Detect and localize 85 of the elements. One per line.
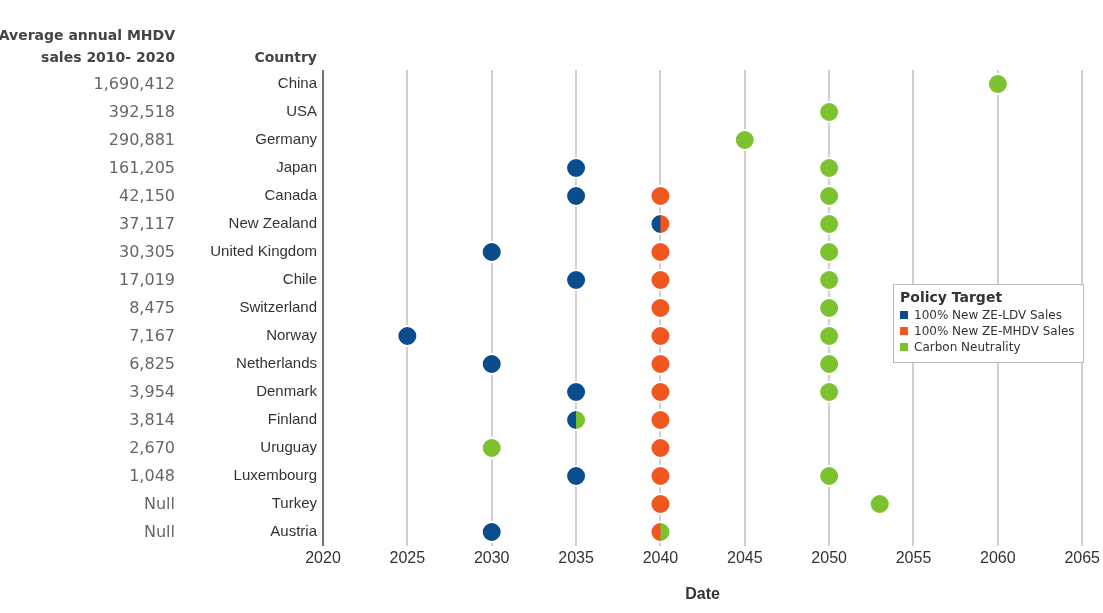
x-tick-label: 2040 [642,549,679,567]
y-tick-label: United Kingdom [210,242,317,260]
point [565,381,588,403]
point [565,465,588,487]
point [818,157,841,179]
y2-tick-label: 6,825 [129,354,175,374]
y2-tick-label: 7,167 [129,326,175,346]
y-tick-label: China [277,74,318,92]
y2-tick-label: 1,690,412 [93,74,175,94]
point [649,465,672,487]
point [818,353,841,375]
y2-tick-label: 42,150 [119,186,175,206]
point [649,241,672,263]
y2-tick-label: 290,881 [108,130,175,150]
point [480,437,503,459]
y2-tick-label: 8,475 [129,298,175,318]
x-tick-label: 2065 [1064,549,1101,567]
y-tick-label: Denmark [256,382,318,400]
y-tick-label: New Zealand [228,214,317,232]
y2-tick-label: 2,670 [129,438,175,458]
x-axis-title: Date [685,584,721,602]
x-tick-label: 2020 [305,549,341,567]
y-tick-label: Norway [266,326,318,344]
point [868,493,891,515]
x-tick-label: 2060 [980,549,1016,567]
y-tick-label: Luxembourg [233,466,317,484]
point [649,437,672,459]
point [818,465,841,487]
point [818,269,841,291]
legend-label: 100% New ZE-LDV Sales [914,308,1062,322]
point [480,353,503,375]
y2-tick-label: 161,205 [108,158,175,178]
point [396,325,419,347]
point [565,269,588,291]
text: Country [254,48,317,65]
point [649,381,672,403]
y-tick-label: Japan [276,158,317,176]
y-tick-label: Switzerland [239,298,317,316]
point [480,241,503,263]
point [818,297,841,319]
point [818,185,841,207]
y-tick-label: Finland [267,410,317,428]
x-tick-label: 2030 [473,549,510,567]
y-tick-label: Austria [270,522,318,540]
y-tick-label: Canada [264,186,318,204]
y-tick-label: Chile [282,270,317,288]
point [818,241,841,263]
point [818,325,841,347]
y-tick-label: USA [286,102,317,120]
y-tick-label: Netherlands [236,354,317,372]
x-tick-label: 2055 [895,549,932,567]
x-tick-label: 2035 [558,549,594,567]
y2-tick-label: 392,518 [108,102,175,122]
y2-tick-label: 37,117 [119,214,175,234]
point [480,521,503,543]
x-tick-label: 2025 [389,549,426,567]
point [649,325,672,347]
y2-tick-label: Null [144,494,175,514]
y2-tick-label: 3,814 [129,410,175,430]
y-tick-label: Turkey [271,494,318,512]
x-tick-label: 2050 [811,549,848,567]
point [649,353,672,375]
y2-tick-label: 30,305 [119,242,175,262]
y2-tick-label: 1,048 [129,466,175,486]
point [649,185,672,207]
y-tick-label: Uruguay [260,438,318,456]
point [565,157,588,179]
legend-title: Policy Target [900,289,1004,305]
y2-tick-label: Null [144,522,175,542]
x-tick-label: 2045 [726,549,763,567]
y-tick-label: Germany [255,130,318,148]
point [649,409,672,431]
y2-tick-label: 3,954 [129,382,175,402]
point [649,493,672,515]
point [818,213,841,235]
point [649,269,672,291]
point [565,185,588,207]
point [649,297,672,319]
y2-tick-label: 17,019 [119,270,175,290]
point [733,129,756,151]
point [818,381,841,403]
legend-label: Carbon Neutrality [914,340,1021,354]
legend-label: 100% New ZE-MHDV Sales [914,324,1075,338]
point [986,73,1009,95]
point [818,101,841,123]
